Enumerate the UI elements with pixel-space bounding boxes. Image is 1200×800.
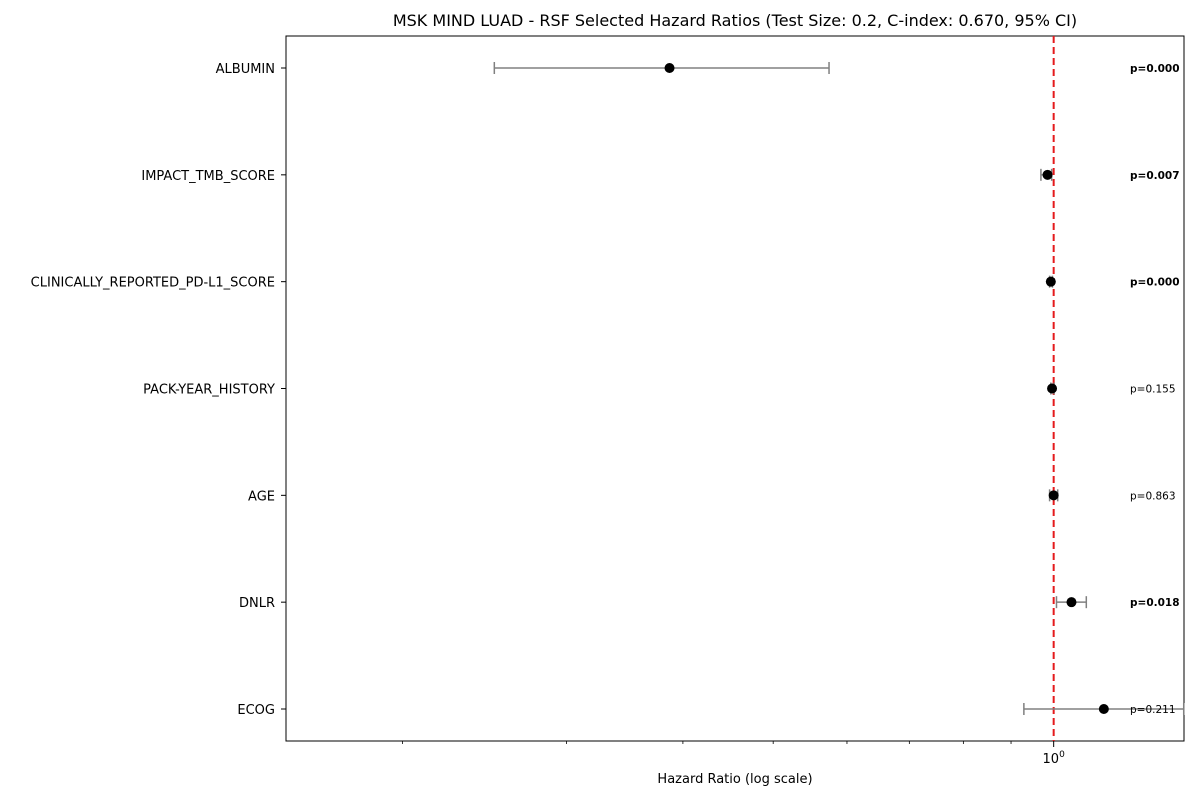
rows-group: ALBUMIN p=0.000 IMPACT_TMB_SCORE p=0.007 CLI… xyxy=(31,62,1185,718)
x-axis-label: Hazard Ratio (log scale) xyxy=(657,772,813,787)
p-value-label: p=0.000 xyxy=(1130,277,1180,289)
hr-point xyxy=(1048,490,1059,501)
hr-point xyxy=(1045,276,1056,287)
hr-point xyxy=(1042,169,1053,180)
chart-title: MSK MIND LUAD - RSF Selected Hazard Rati… xyxy=(392,11,1078,30)
y-tick-label: ECOG xyxy=(237,703,275,718)
forest-row: ALBUMIN p=0.000 xyxy=(216,62,1180,77)
y-tick-label: ALBUMIN xyxy=(216,62,275,77)
y-tick-label: DNLR xyxy=(239,596,275,611)
forest-row: DNLR p=0.018 xyxy=(239,596,1180,611)
p-value-label: p=0.007 xyxy=(1130,170,1180,182)
hr-point xyxy=(1047,383,1058,394)
hr-point xyxy=(1066,597,1077,608)
forest-row: ECOG p=0.211 xyxy=(237,703,1185,718)
y-tick-label: CLINICALLY_REPORTED_PD-L1_SCORE xyxy=(31,276,275,291)
p-value-label: p=0.863 xyxy=(1130,490,1176,502)
hr-point xyxy=(664,63,675,73)
hr-point xyxy=(1098,704,1109,714)
p-value-label: p=0.000 xyxy=(1130,63,1180,75)
y-tick-label: PACK-YEAR_HISTORY xyxy=(143,383,275,398)
y-tick-label: AGE xyxy=(248,489,275,504)
forest-row: CLINICALLY_REPORTED_PD-L1_SCORE p=0.000 xyxy=(31,275,1180,291)
forest-row: AGE p=0.863 xyxy=(248,489,1176,504)
forest-row: PACK-YEAR_HISTORY p=0.155 xyxy=(143,382,1176,398)
p-value-label: p=0.155 xyxy=(1130,384,1176,396)
forest-row: IMPACT_TMB_SCORE p=0.007 xyxy=(141,168,1180,184)
x-axis: 100 xyxy=(402,741,1065,767)
y-tick-label: IMPACT_TMB_SCORE xyxy=(141,169,275,184)
x-tick-label: 100 xyxy=(1043,750,1066,767)
p-value-label: p=0.211 xyxy=(1130,704,1176,716)
p-value-label: p=0.018 xyxy=(1130,597,1180,609)
